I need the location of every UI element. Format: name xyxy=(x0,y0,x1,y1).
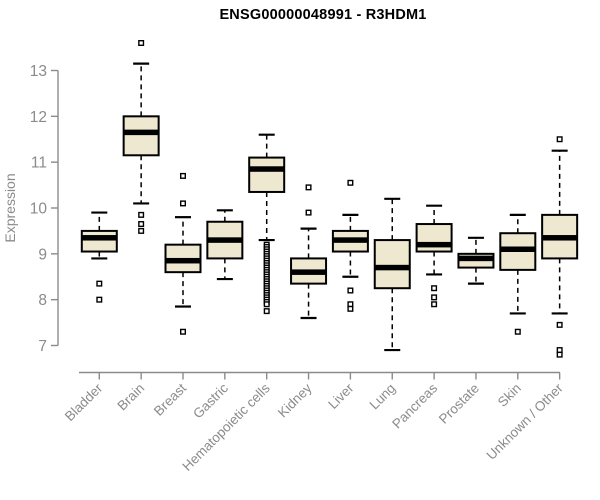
outlier-marker xyxy=(138,221,145,228)
boxplot-gastric xyxy=(206,209,244,281)
x-tick-label-breast: Breast xyxy=(151,380,189,418)
median-line xyxy=(165,257,201,264)
boxplot-prostate xyxy=(457,236,495,285)
outlier-marker xyxy=(431,294,438,301)
boxplot-hematopoietic-cells xyxy=(248,133,286,315)
box xyxy=(122,115,160,157)
x-tick-label-gastric: Gastric xyxy=(190,380,231,421)
x-tick-label-prostate: Prostate xyxy=(436,381,482,427)
y-tick-label-8: 8 xyxy=(38,292,47,309)
boxplot-liver xyxy=(331,179,369,312)
outlier-marker xyxy=(347,287,354,294)
median-line xyxy=(458,255,494,262)
outlier-marker xyxy=(179,328,186,335)
outlier-marker xyxy=(138,40,145,47)
boxplot-unknown-other xyxy=(541,136,579,358)
outlier-marker xyxy=(431,301,438,308)
outlier-marker xyxy=(514,328,521,335)
y-tick-label-7: 7 xyxy=(38,338,47,355)
outlier-marker xyxy=(556,321,563,328)
y-tick-label-11: 11 xyxy=(31,155,47,172)
median-line xyxy=(374,264,410,271)
median-line xyxy=(81,235,117,241)
x-tick-label-lung: Lung xyxy=(367,381,399,413)
median-line xyxy=(249,166,285,172)
x-tick-label-skin: Skin xyxy=(495,381,524,410)
median-line xyxy=(291,269,327,275)
boxplot-bladder xyxy=(80,211,118,303)
outlier-marker xyxy=(305,184,312,191)
outlier-marker xyxy=(263,301,270,308)
outlier-marker xyxy=(96,280,103,287)
box xyxy=(248,156,286,193)
median-line xyxy=(207,237,243,243)
outlier-marker xyxy=(138,227,145,234)
outlier-marker xyxy=(179,200,186,207)
x-tick-label-unknown-other: Unknown / Other xyxy=(484,380,567,463)
x-tick-label-brain: Brain xyxy=(114,381,147,414)
median-line xyxy=(542,235,578,241)
outlier-marker xyxy=(179,172,186,179)
outlier-marker xyxy=(556,136,563,143)
outlier-marker xyxy=(347,179,354,186)
box xyxy=(80,229,118,253)
boxplot-brain xyxy=(122,40,160,234)
outlier-marker xyxy=(96,296,103,303)
y-tick-label-12: 12 xyxy=(30,109,47,126)
boxplot-breast xyxy=(164,172,202,335)
outlier-marker xyxy=(556,351,563,358)
median-line xyxy=(500,246,536,252)
boxplot-lung xyxy=(373,197,411,352)
x-tick-label-pancreas: Pancreas xyxy=(389,380,440,431)
x-tick-label-kidney: Kidney xyxy=(275,380,315,420)
outlier-marker xyxy=(263,308,270,315)
y-tick-label-9: 9 xyxy=(38,246,47,263)
outlier-marker xyxy=(305,209,312,216)
median-line xyxy=(416,241,452,248)
boxplot-kidney xyxy=(290,184,328,320)
x-tick-label-bladder: Bladder xyxy=(62,380,106,424)
y-tick-label-13: 13 xyxy=(30,63,47,80)
boxplot-skin xyxy=(499,213,537,335)
boxplot-pancreas xyxy=(415,204,453,308)
x-tick-label-liver: Liver xyxy=(325,380,357,412)
median-line xyxy=(332,237,368,243)
outlier-marker xyxy=(347,305,354,312)
y-axis-title: Expression xyxy=(2,173,18,242)
box xyxy=(373,239,411,290)
outlier-marker xyxy=(431,285,438,292)
outlier-marker xyxy=(138,211,145,218)
median-line xyxy=(123,129,159,136)
y-tick-label-10: 10 xyxy=(30,200,48,217)
chart-title: ENSG00000048991 - R3HDM1 xyxy=(219,7,427,23)
